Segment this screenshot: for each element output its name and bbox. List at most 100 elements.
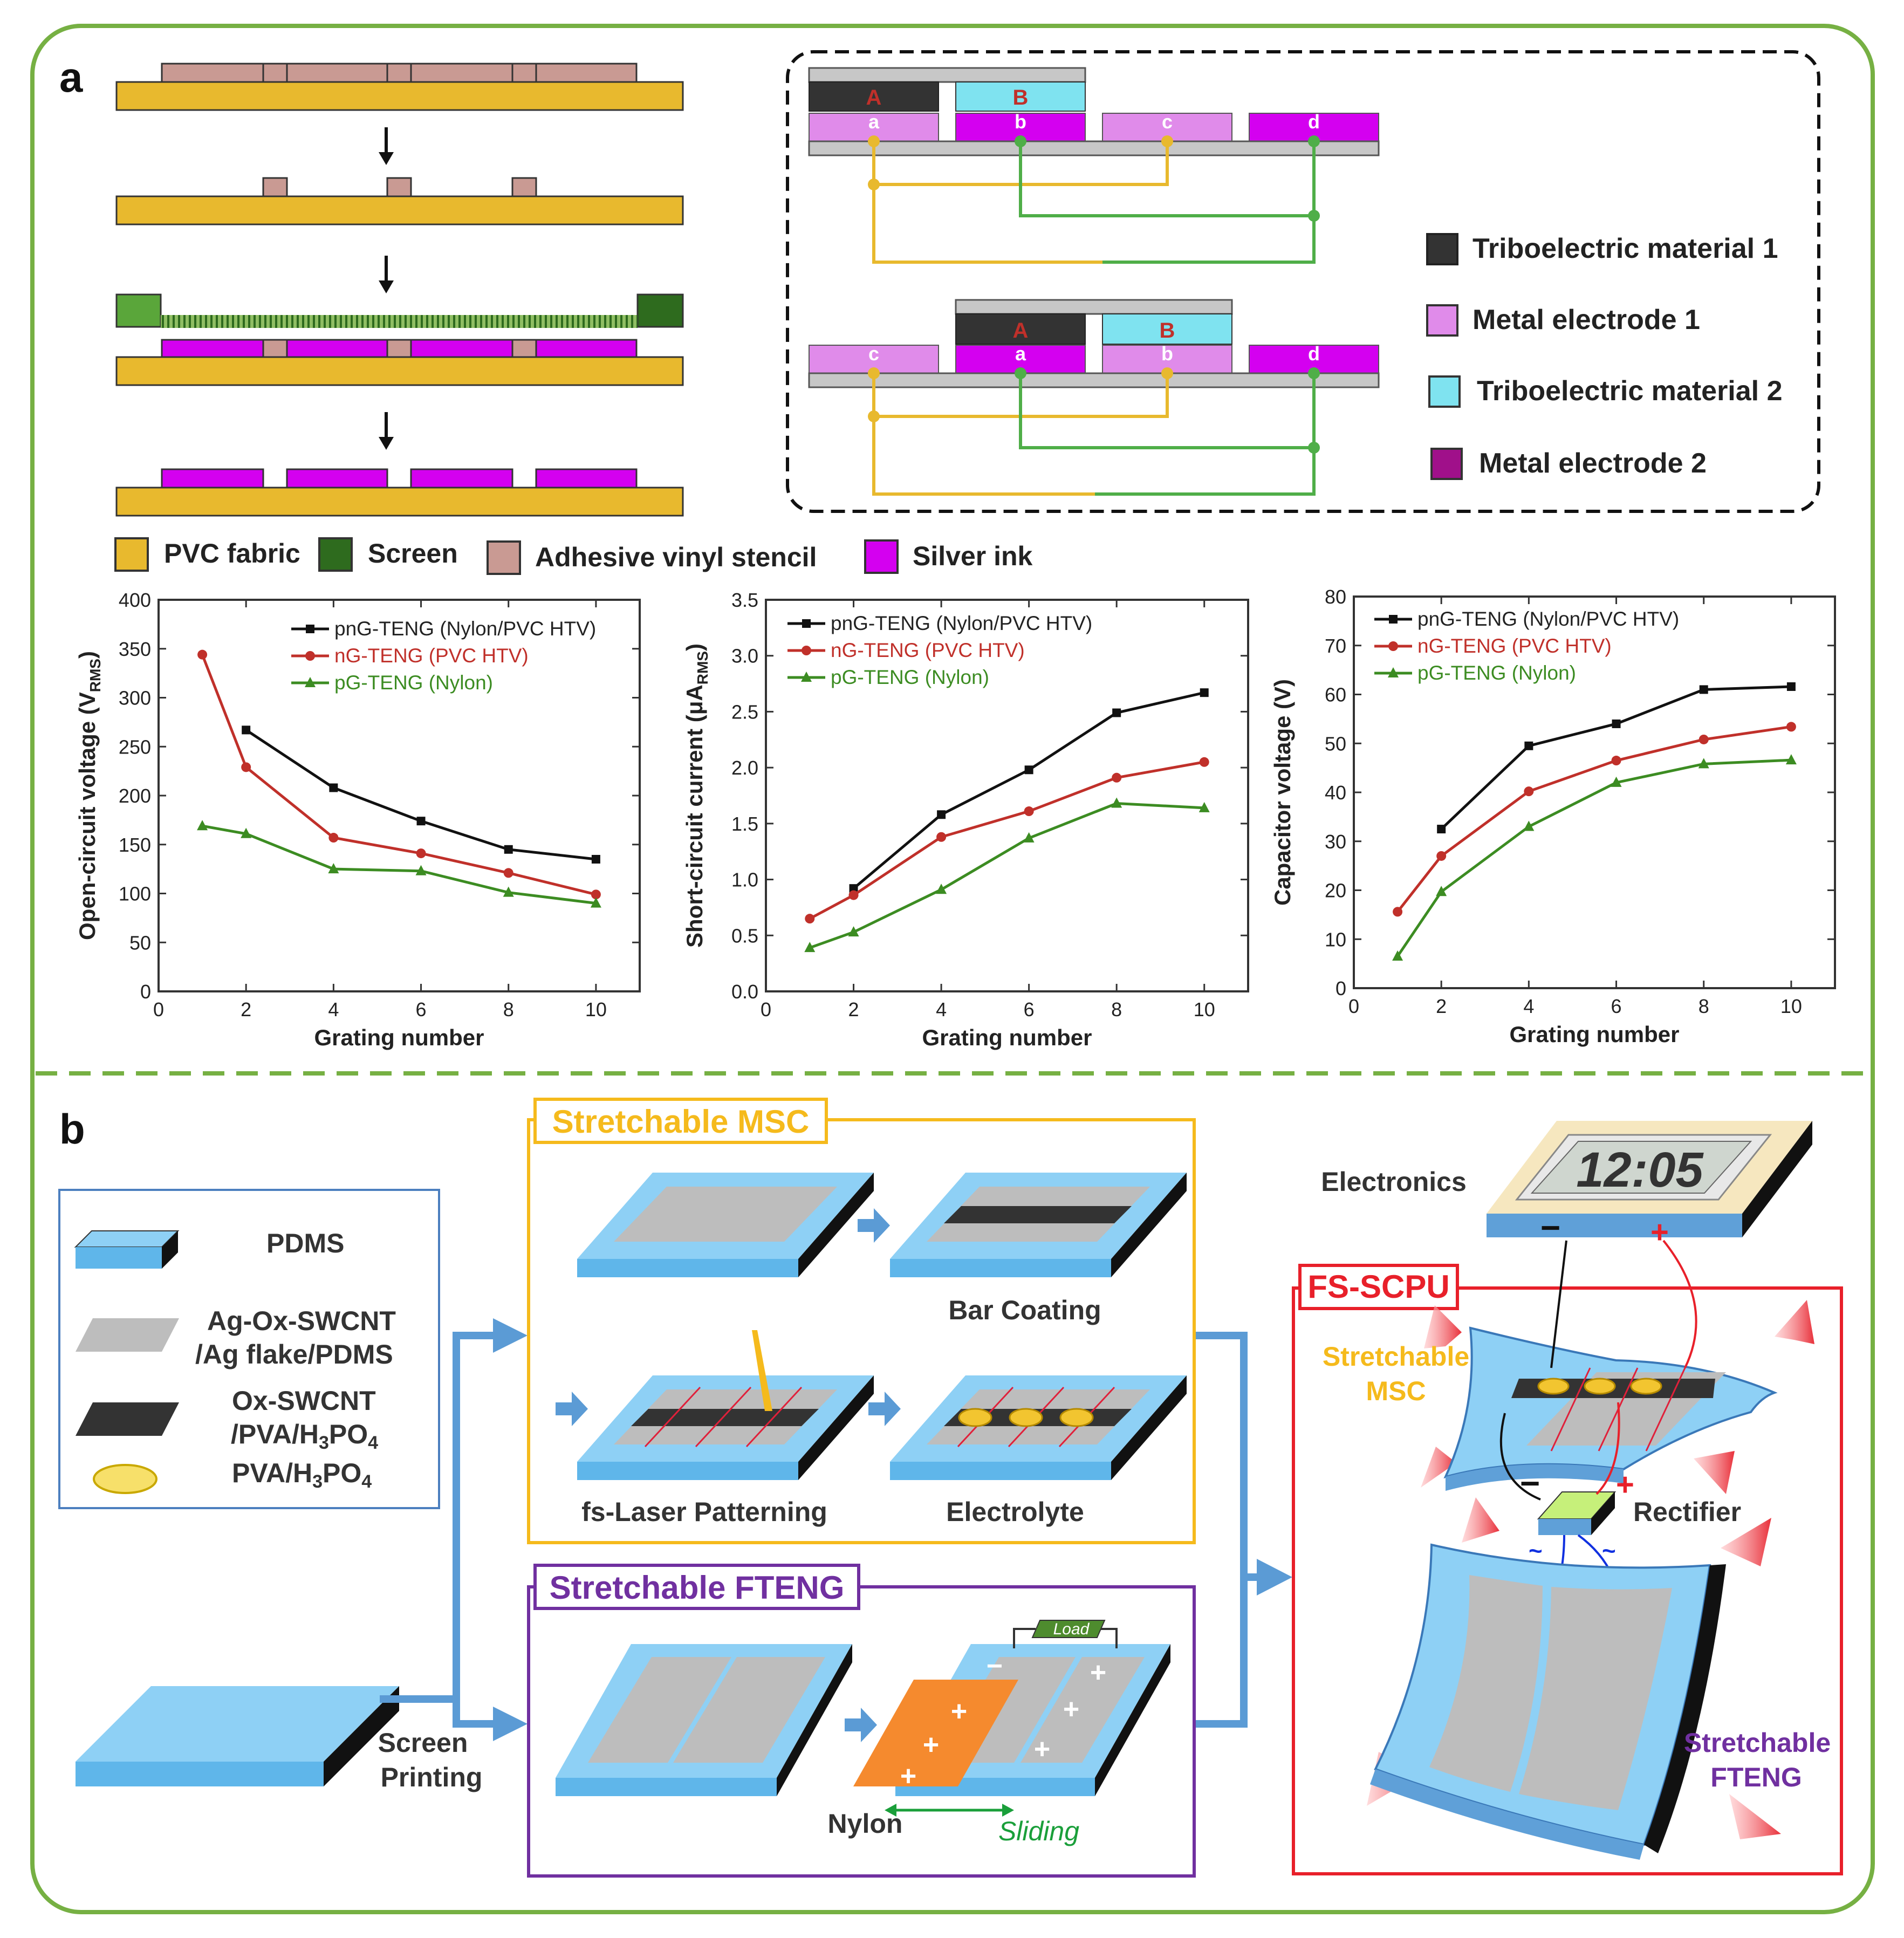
sliding-label: Sliding bbox=[998, 1816, 1079, 1846]
legend-label: pnG-TENG (Nylon/PVC HTV) bbox=[334, 618, 596, 640]
data-point bbox=[1786, 682, 1796, 691]
msc-step-1 bbox=[577, 1173, 874, 1277]
rectifier-label: Rectifier bbox=[1633, 1497, 1741, 1527]
y-tick-label: 0 bbox=[140, 981, 151, 1003]
data-point bbox=[1023, 832, 1035, 843]
y-tick-label: 0 bbox=[1335, 977, 1346, 999]
legend-marker bbox=[306, 625, 314, 633]
legend-marker bbox=[802, 619, 811, 628]
x-tick-label: 10 bbox=[585, 998, 607, 1021]
y-axis-label: Capacitor voltage (V) bbox=[1270, 679, 1295, 906]
x-tick-label: 4 bbox=[1523, 995, 1534, 1017]
msc-title: Stretchable MSC bbox=[552, 1104, 810, 1140]
legend-label: Screen bbox=[368, 538, 458, 569]
nylon-label: Nylon bbox=[828, 1809, 903, 1839]
material-legend: PVC fabric Screen Adhesive vinyl stencil… bbox=[114, 537, 1033, 575]
scpu-msc-label: MSC bbox=[1366, 1376, 1426, 1406]
legend-item: PVC fabric bbox=[114, 537, 300, 572]
data-point bbox=[1436, 886, 1447, 896]
legend-marker bbox=[305, 677, 316, 687]
y-tick-label: 10 bbox=[1325, 928, 1346, 950]
svg-text:~: ~ bbox=[1602, 1538, 1616, 1564]
legend-label: PDMS bbox=[266, 1228, 344, 1258]
chart-short-circuit-current: 0 2 4 6 8 10 0.0 0.5 1.0 1.5 2.0 2.5 3.0 3.5 Grating n… bbox=[682, 589, 1249, 1050]
x-axis-label: Grating number bbox=[922, 1025, 1092, 1050]
y-tick-label: 50 bbox=[129, 932, 151, 954]
data-point bbox=[1392, 950, 1403, 961]
x-tick-label: 4 bbox=[328, 998, 339, 1021]
electronics-label: Electronics bbox=[1321, 1167, 1467, 1197]
data-point bbox=[936, 884, 947, 894]
data-point bbox=[849, 884, 858, 893]
flow-arrows bbox=[380, 1332, 1260, 1728]
grating-label: b bbox=[1015, 111, 1026, 133]
legend-label: pG-TENG (Nylon) bbox=[1417, 662, 1576, 684]
scpu-fteng-label: FTENG bbox=[1710, 1762, 1802, 1792]
data-point bbox=[937, 810, 946, 819]
x-tick-label: 4 bbox=[936, 998, 947, 1021]
data-point bbox=[504, 845, 513, 854]
svg-text:+: + bbox=[1090, 1657, 1106, 1688]
scpu-title: FS-SCPU bbox=[1307, 1269, 1449, 1305]
data-point bbox=[848, 890, 859, 900]
data-point bbox=[1698, 734, 1709, 744]
x-tick-label: 6 bbox=[1024, 998, 1035, 1021]
clock-display: 12:05 bbox=[1576, 1142, 1704, 1197]
fteng-step-1 bbox=[556, 1644, 852, 1796]
data-point bbox=[416, 848, 426, 859]
chart-capacitor-voltage: 0 2 4 6 8 10 0 10 20 30 40 50 60 70 80 Grating number Ca… bbox=[1270, 586, 1836, 1047]
legend-label: /PVA/H3PO4 bbox=[231, 1419, 378, 1453]
y-tick-label: 30 bbox=[1325, 831, 1346, 853]
ox-swcnt-swatch bbox=[76, 1402, 179, 1436]
legend-label: /Ag flake/PDMS bbox=[195, 1339, 393, 1369]
series-line bbox=[1396, 725, 1792, 913]
svg-text:+: + bbox=[1063, 1694, 1079, 1725]
series-line bbox=[809, 761, 1205, 920]
grating-config-2: A B c a b d bbox=[808, 299, 1380, 496]
svg-text:~: ~ bbox=[1529, 1538, 1543, 1564]
plot-frame bbox=[765, 599, 1249, 992]
fteng-title: Stretchable FTENG bbox=[550, 1570, 845, 1606]
minus-sign: − bbox=[1540, 1208, 1560, 1247]
grating-label: A bbox=[1013, 319, 1029, 343]
data-point bbox=[1024, 765, 1033, 775]
y-axis-label-end: ) bbox=[74, 651, 100, 659]
data-point bbox=[1437, 825, 1446, 834]
y-tick-label: 0.5 bbox=[731, 925, 758, 947]
data-point bbox=[1611, 756, 1621, 766]
data-point bbox=[242, 725, 251, 735]
data-point bbox=[936, 832, 947, 842]
legend-label: Silver ink bbox=[913, 541, 1033, 571]
data-point bbox=[329, 783, 338, 792]
svg-text:+: + bbox=[923, 1729, 939, 1761]
y-axis-label-sub: RMS bbox=[87, 659, 104, 692]
svg-text:+: + bbox=[1034, 1734, 1050, 1765]
pdms-swatch bbox=[74, 1230, 180, 1269]
data-point bbox=[1611, 776, 1622, 787]
data-point bbox=[1698, 758, 1709, 769]
legend-label: PVC fabric bbox=[164, 538, 300, 569]
y-tick-label: 150 bbox=[119, 834, 151, 856]
legend-marker bbox=[305, 651, 315, 661]
svg-text:+: + bbox=[900, 1761, 916, 1792]
data-point bbox=[591, 889, 601, 900]
legend-label: Ag-Ox-SWCNT bbox=[207, 1306, 396, 1336]
panel-b-label: b bbox=[59, 1105, 85, 1153]
grating-label: B bbox=[1160, 319, 1175, 343]
svg-text:+: + bbox=[951, 1696, 967, 1727]
data-point bbox=[1524, 786, 1534, 797]
y-axis-label-main: Open-circuit voltage (V bbox=[74, 692, 100, 940]
y-tick-label: 80 bbox=[1325, 586, 1346, 608]
legend-marker bbox=[1388, 641, 1398, 651]
data-point bbox=[1786, 722, 1796, 732]
y-tick-label: 1.0 bbox=[731, 869, 758, 891]
data-point bbox=[415, 865, 427, 875]
data-point bbox=[1111, 797, 1122, 808]
x-tick-label: 8 bbox=[503, 998, 514, 1021]
x-tick-label: 2 bbox=[848, 998, 859, 1021]
outer-frame bbox=[30, 24, 1875, 1914]
y-axis-label-main: Capacitor voltage (V) bbox=[1270, 679, 1295, 906]
y-tick-label: 350 bbox=[119, 638, 151, 660]
down-arrow-icon bbox=[379, 412, 394, 450]
data-point bbox=[1523, 820, 1535, 831]
